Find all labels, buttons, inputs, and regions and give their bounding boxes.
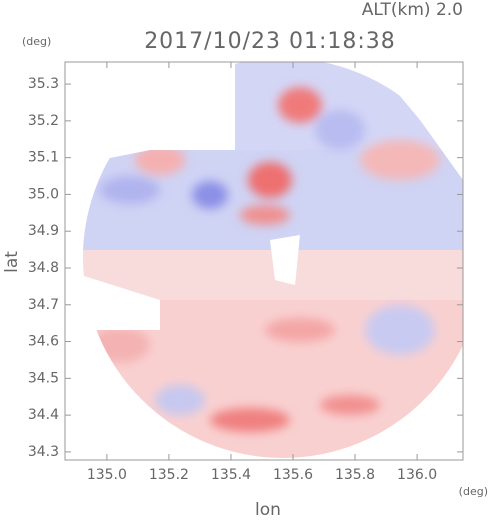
- no-echo: [65, 62, 235, 170]
- plot-frame: [64, 61, 464, 461]
- y-tick-label: 34.3: [28, 444, 59, 460]
- y-tick-label: 35.1: [28, 150, 59, 166]
- y-tick-label: 34.5: [28, 370, 59, 386]
- y-unit: (deg): [22, 35, 51, 48]
- x-tick-label: 135.0: [87, 467, 127, 483]
- x-tick-label: 135.2: [149, 467, 189, 483]
- y-tick-label: 34.6: [28, 334, 59, 350]
- annotation: ALT(km) 2.0: [362, 0, 463, 20]
- no-echo: [65, 255, 160, 330]
- y-tick-label: 35.3: [28, 76, 59, 92]
- x-tick-label: 136.0: [397, 467, 437, 483]
- field: [65, 62, 463, 458]
- y-tick-label: 34.9: [28, 223, 59, 239]
- y-tick-label: 34.7: [28, 297, 59, 313]
- x-tick-label: 135.4: [211, 467, 251, 483]
- x-tick-label: 135.8: [335, 467, 375, 483]
- x-axis-label: lon: [255, 500, 281, 520]
- x-tick-label: 135.6: [273, 467, 313, 483]
- y-tick-label: 34.4: [28, 407, 59, 423]
- chart-title: 2017/10/23 01:18:38: [144, 29, 396, 54]
- x-unit: (deg): [459, 485, 488, 498]
- axes: 135.0 135.2 135.4 135.6 135.8 136.0 34.3 34.4 34…: [28, 62, 463, 483]
- no-echo: [270, 235, 300, 285]
- y-tick-label: 35.2: [28, 113, 59, 129]
- y-tick-label: 34.8: [28, 260, 59, 276]
- no-echo: [380, 62, 463, 180]
- y-axis-label: lat: [2, 251, 22, 273]
- y-tick-label: 35.0: [28, 186, 59, 202]
